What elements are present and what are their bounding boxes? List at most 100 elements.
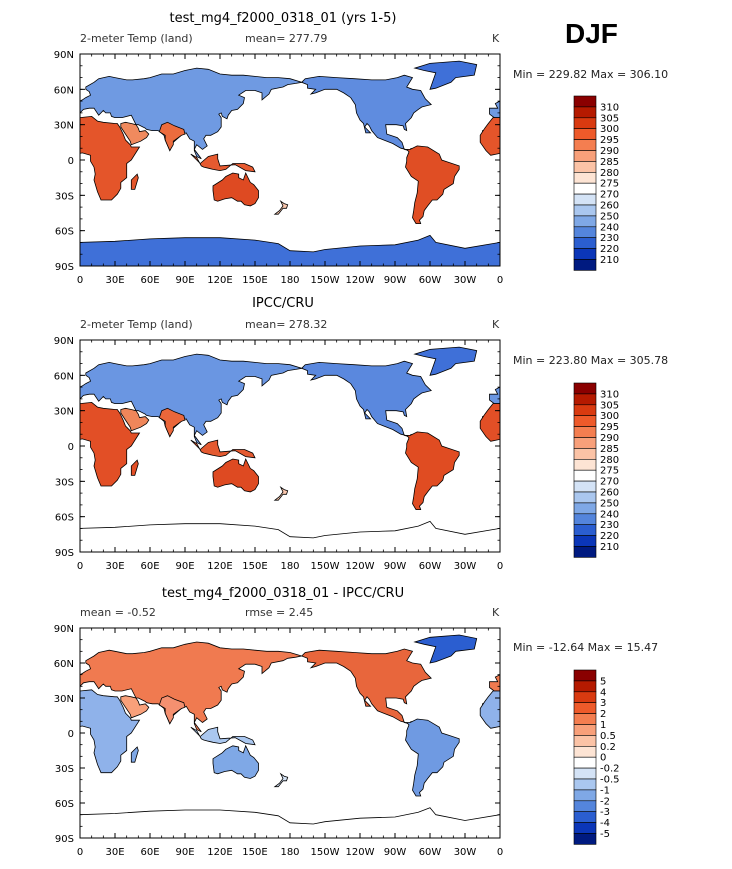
colorbar-swatch [573, 139, 597, 151]
colorbar-swatch [573, 226, 597, 239]
lon-tick-label: 90E [175, 275, 194, 286]
colorbar-swatch [573, 204, 597, 217]
colorbar-swatch [573, 713, 597, 725]
se-asia-region [190, 726, 256, 746]
colorbar-swatch [573, 404, 597, 416]
colorbar-swatch [573, 193, 597, 206]
colorbar-label: -5 [600, 829, 610, 840]
units-label: K [492, 32, 500, 45]
lat-tick-label: 60S [55, 799, 74, 810]
colorbar-swatch [573, 546, 597, 558]
colorbar-label: 220 [600, 244, 619, 255]
colorbar-swatch [573, 745, 597, 758]
eurasia-region-wrap [489, 100, 500, 118]
arabia-region [120, 121, 150, 146]
colorbar-swatch [573, 822, 597, 834]
lon-tick-label: 0 [497, 275, 503, 286]
antarctica-region [80, 807, 500, 838]
colorbar-label: 270 [600, 190, 619, 201]
lon-tick-label: 60E [140, 275, 159, 286]
colorbar-label: 290 [600, 146, 619, 157]
colorbar-swatch [573, 800, 597, 812]
lat-tick-label: 60N [54, 371, 74, 382]
lat-tick-label: 0 [68, 156, 74, 167]
north-america-region [300, 74, 432, 153]
africa-region [80, 401, 141, 487]
lon-tick-label: 30E [105, 561, 124, 572]
colorbar-swatch [573, 789, 597, 802]
eurasia-region-wrap [489, 386, 500, 404]
colorbar-label: 240 [600, 509, 619, 520]
colorbar-label: 4 [600, 687, 606, 698]
season-label: DJF [565, 18, 618, 49]
lon-tick-label: 90E [175, 847, 194, 858]
colorbar-label: 270 [600, 477, 619, 488]
colorbar-label: 0.5 [600, 731, 616, 742]
colorbar-swatch [573, 237, 597, 249]
colorbar-label: -0.5 [600, 775, 620, 786]
colorbar-swatch [573, 811, 597, 823]
colorbar-label: 210 [600, 542, 619, 553]
colorbar-swatch [573, 669, 597, 682]
new-zealand-region [273, 200, 289, 215]
lon-tick-label: 60W [419, 275, 442, 286]
africa-region [80, 689, 141, 774]
colorbar-swatch [573, 128, 597, 140]
min-max-stat: Min = -12.64 Max = 15.47 [513, 641, 658, 654]
australia-region [212, 171, 259, 207]
colorbar-label: 0.2 [600, 742, 616, 753]
lon-tick-label: 0 [497, 561, 503, 572]
lat-tick-label: 90S [55, 834, 74, 845]
india-region [158, 407, 186, 438]
colorbar-swatch [573, 469, 597, 482]
lat-tick-label: 90S [55, 262, 74, 273]
colorbar-label: 275 [600, 179, 619, 190]
colorbar-label: 300 [600, 411, 619, 422]
colorbar-label: -2 [600, 796, 610, 807]
lon-tick-label: 30E [105, 275, 124, 286]
colorbar-label: 310 [600, 102, 619, 113]
lat-tick-label: 30S [55, 764, 74, 775]
new-zealand-region [273, 772, 289, 788]
lat-tick-label: 60N [54, 659, 74, 670]
lon-tick-label: 180 [280, 561, 299, 572]
lon-tick-label: 180 [280, 275, 299, 286]
colorbar-label: 210 [600, 255, 619, 266]
colorbar-swatch [573, 448, 597, 460]
north-america-region [300, 648, 432, 726]
lat-tick-label: 60N [54, 85, 74, 96]
lon-tick-label: 120E [207, 275, 232, 286]
colorbar-swatch [573, 833, 597, 845]
lat-tick-label: 0 [68, 442, 74, 453]
colorbar-label: 220 [600, 531, 619, 542]
lon-tick-label: 60W [419, 847, 442, 858]
lon-tick-label: 90E [175, 561, 194, 572]
colorbar-swatch [573, 95, 597, 108]
colorbar-label: 230 [600, 233, 619, 244]
lon-tick-label: 120W [346, 561, 375, 572]
colorbar-swatch [573, 702, 597, 714]
min-max-stat: Min = 229.82 Max = 306.10 [513, 68, 668, 81]
lon-tick-label: 30W [454, 847, 477, 858]
lat-tick-label: 90N [54, 624, 74, 635]
new-zealand-region [273, 486, 289, 501]
units-label: K [492, 606, 500, 619]
madagascar-region [130, 746, 139, 763]
colorbar-swatch [573, 248, 597, 260]
lon-tick-label: 90W [384, 561, 407, 572]
colorbar-label: 290 [600, 433, 619, 444]
colorbar-label: 305 [600, 400, 619, 411]
lat-tick-label: 30S [55, 477, 74, 488]
mean-stat: rmse = 2.45 [245, 606, 313, 619]
india-region [158, 121, 186, 152]
colorbar-label: 285 [600, 444, 619, 455]
lon-tick-label: 90W [384, 275, 407, 286]
lon-tick-label: 120W [346, 847, 375, 858]
colorbar-label: 280 [600, 168, 619, 179]
colorbar-swatch [573, 458, 597, 471]
lon-tick-label: 30W [454, 275, 477, 286]
map-panel: test_mg4_f2000_0318_01 (yrs 1-5) 2-meter … [54, 11, 668, 286]
field-label: mean = -0.52 [80, 606, 156, 619]
australia-region [212, 457, 259, 493]
